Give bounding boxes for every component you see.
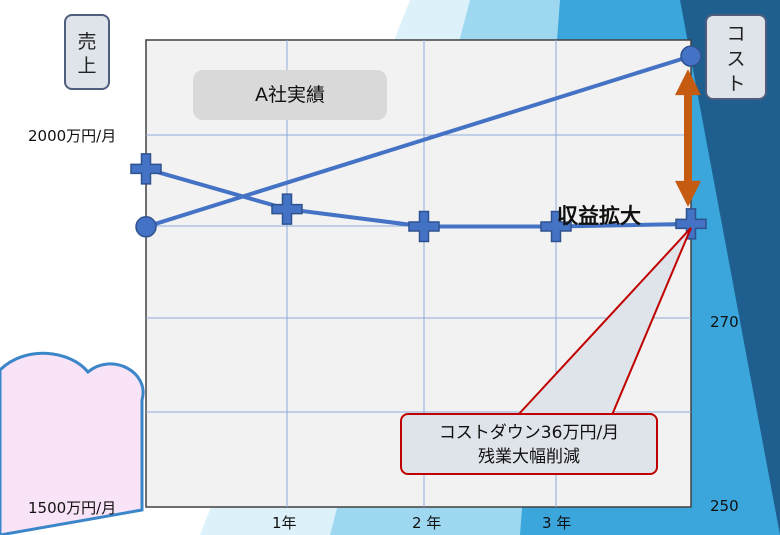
callout-line-2: 残業大幅削減: [478, 447, 580, 467]
cloud-shape: [0, 351, 145, 535]
series-1-point-1: [135, 216, 157, 238]
right-tick-270: 270: [710, 313, 739, 331]
callout-box: コストダウン36万円/月 残業大幅削減: [400, 413, 658, 475]
series-1-line: [145, 54, 692, 229]
series-2-point-3: [408, 210, 440, 243]
chart-title: A社実績: [193, 70, 387, 120]
right-tick-250: 250: [710, 497, 739, 515]
gap-arrow-head-bottom: [675, 180, 701, 207]
gap-arrow: [675, 69, 701, 207]
callout-line-1: コストダウン36万円/月: [438, 423, 620, 443]
right-axis-label: コ ス ト: [705, 14, 767, 100]
x-tick-1: 1年: [272, 514, 297, 532]
series-2-point-5: [675, 208, 707, 240]
series-1-point-2: [680, 45, 702, 67]
left-axis-label: 売 上: [64, 14, 110, 90]
left-tick-1500: 1500万円/月: [28, 499, 117, 517]
x-tick-2: 2 年: [412, 514, 442, 532]
series-2-point-2: [271, 193, 303, 225]
gap-label: 収益拡大: [557, 204, 641, 228]
bg-shape-darkblue: [680, 0, 780, 535]
series-2-point-4: [540, 210, 572, 243]
gap-arrow-head-top: [675, 69, 701, 96]
series-2-point-1: [130, 153, 162, 185]
left-tick-2000: 2000万円/月: [28, 127, 117, 145]
series-group: [130, 45, 707, 243]
x-tick-3: 3 年: [542, 514, 572, 532]
